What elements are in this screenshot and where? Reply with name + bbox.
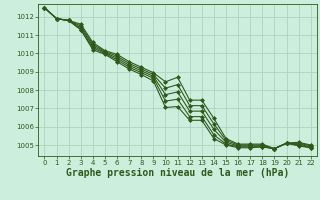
X-axis label: Graphe pression niveau de la mer (hPa): Graphe pression niveau de la mer (hPa): [66, 168, 289, 178]
